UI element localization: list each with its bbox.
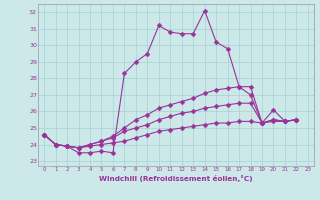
X-axis label: Windchill (Refroidissement éolien,°C): Windchill (Refroidissement éolien,°C) bbox=[99, 175, 253, 182]
